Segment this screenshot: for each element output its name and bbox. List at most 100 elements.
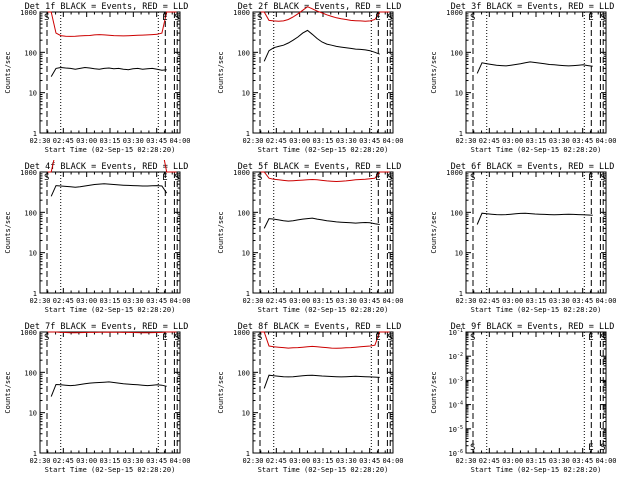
marker-label-e1-bottom: E <box>588 443 593 453</box>
x-tick-label: 02:30 <box>29 137 50 145</box>
y-tick-label: 100 <box>24 209 37 217</box>
y-tick-label: 10 <box>242 90 250 98</box>
x-tick-label: 04:00 <box>382 137 403 145</box>
x-tick-label: 03:00 <box>502 297 523 305</box>
x-tick-label: 02:45 <box>266 137 287 145</box>
chart-panel-det-5: Det 5f BLACK = Events, RED = LLD 1 10 100 10… <box>213 160 426 324</box>
marker-label-s1: S <box>470 13 475 23</box>
x-axis-label: Start Time (02-Sep-15 02:28:20) <box>45 466 176 474</box>
chart-panel-det-6: Det 6f BLACK = Events, RED = LLD 1 10 100 10… <box>426 160 639 324</box>
y-tick-label: 1000 <box>20 9 37 17</box>
marker-label-s2: S <box>387 333 392 343</box>
x-tick-label: 03:30 <box>549 137 570 145</box>
y-axis-label: Counts/sec <box>217 211 225 253</box>
x-tick-label: 03:30 <box>336 137 357 145</box>
marker-label-s1: S <box>44 13 49 23</box>
x-tick-label: 03:30 <box>549 297 570 305</box>
x-tick-label: 03:00 <box>76 297 97 305</box>
chart-svg: Det 7f BLACK = Events, RED = LLD 1 10 100 10… <box>4 322 191 474</box>
chart-panel-det-1: Det 1f BLACK = Events, RED = LLD 1 10 100 10… <box>0 0 213 164</box>
marker-label-e1: E <box>588 173 593 183</box>
y-tick-label: 10-5 <box>449 425 463 434</box>
x-tick-label: 03:00 <box>502 137 523 145</box>
marker-label-s2-bottom: S <box>600 443 605 453</box>
chart-title: Det 5f BLACK = Events, RED = LLD <box>238 162 402 172</box>
y-axis-label: Counts/sec <box>430 51 438 93</box>
y-tick-label: 1 <box>459 130 463 138</box>
marker-label-s1: S <box>257 333 262 343</box>
marker-label-s2: S <box>174 173 179 183</box>
series-line-lld <box>260 6 390 22</box>
x-tick-label: 03:15 <box>99 297 120 305</box>
marker-label-s1: S <box>44 173 49 183</box>
x-tick-label: 02:30 <box>455 137 476 145</box>
y-tick-exponent: -3 <box>457 376 463 382</box>
y-tick-label: 1 <box>246 450 250 458</box>
x-axis-label: Start Time (02-Sep-15 02:28:20) <box>45 306 176 314</box>
chart-svg: Det 6f BLACK = Events, RED = LLD 1 10 100 10… <box>430 162 617 314</box>
x-tick-label: 03:30 <box>123 297 144 305</box>
marker-label-s2: S <box>387 173 392 183</box>
y-tick-label: 10 <box>455 90 463 98</box>
y-tick-label: 1000 <box>446 169 463 177</box>
y-tick-label: 1 <box>246 290 250 298</box>
x-tick-label: 03:15 <box>312 137 333 145</box>
x-tick-label: 02:30 <box>455 297 476 305</box>
y-tick-label: 100 <box>237 209 250 217</box>
chart-svg: Det 1f BLACK = Events, RED = LLD 1 10 100 10… <box>4 2 191 154</box>
x-tick-label: 04:00 <box>382 457 403 465</box>
series-line-events <box>476 61 593 74</box>
x-tick-label: 02:30 <box>455 457 476 465</box>
marker-label-s2: S <box>600 333 605 343</box>
x-tick-label: 03:15 <box>312 457 333 465</box>
x-tick-label: 03:15 <box>525 457 546 465</box>
x-tick-label: 04:00 <box>595 137 616 145</box>
x-tick-label: 02:45 <box>53 297 74 305</box>
chart-svg: Det 3f BLACK = Events, RED = LLD 1 10 100 10… <box>430 2 617 154</box>
marker-label-e1: E <box>375 173 380 183</box>
y-tick-exponent: -2 <box>457 352 463 358</box>
series-line-events <box>263 29 380 62</box>
series-line-events <box>50 381 167 397</box>
y-tick-label: 1 <box>33 130 37 138</box>
marker-label-s2: S <box>600 173 605 183</box>
chart-svg: Det 4f BLACK = Events, RED = LLD 1 10 100 10… <box>4 146 191 314</box>
chart-svg: Det 5f BLACK = Events, RED = LLD 1 10 100 10… <box>217 162 404 314</box>
x-tick-label: 03:45 <box>146 457 167 465</box>
y-tick-exponent: -4 <box>457 401 463 407</box>
y-tick-label: 1000 <box>20 329 37 337</box>
x-tick-label: 04:00 <box>169 457 190 465</box>
x-tick-label: 03:15 <box>99 457 120 465</box>
x-tick-label: 04:00 <box>169 137 190 145</box>
chart-title: Det 4f BLACK = Events, RED = LLD <box>25 162 189 172</box>
chart-svg: Det 2f BLACK = Events, RED = LLD 1 10 100 10… <box>217 2 404 154</box>
y-tick-label: 100 <box>237 49 250 57</box>
x-tick-label: 03:30 <box>336 457 357 465</box>
y-tick-label: 10-4 <box>449 401 463 410</box>
series-line-events <box>263 374 380 389</box>
x-tick-label: 04:00 <box>169 297 190 305</box>
y-tick-label: 1 <box>246 130 250 138</box>
x-tick-label: 03:00 <box>76 137 97 145</box>
x-tick-label: 03:30 <box>336 297 357 305</box>
x-tick-label: 02:30 <box>242 137 263 145</box>
marker-label-s2: S <box>174 333 179 343</box>
x-tick-label: 04:00 <box>595 457 616 465</box>
y-tick-label: 1000 <box>233 329 250 337</box>
marker-label-e1: E <box>588 333 593 343</box>
x-tick-label: 03:45 <box>572 137 593 145</box>
marker-label-s1: S <box>470 173 475 183</box>
x-axis-label: Start Time (02-Sep-15 02:28:20) <box>258 466 389 474</box>
x-tick-label: 03:00 <box>289 137 310 145</box>
x-tick-label: 03:15 <box>525 137 546 145</box>
y-tick-label: 1000 <box>233 169 250 177</box>
y-tick-label: 1 <box>33 290 37 298</box>
x-tick-label: 03:30 <box>549 457 570 465</box>
y-tick-label: 100 <box>24 49 37 57</box>
x-axis-label: Start Time (02-Sep-15 02:28:20) <box>471 466 602 474</box>
y-tick-label: 1 <box>459 290 463 298</box>
x-tick-label: 03:00 <box>502 457 523 465</box>
y-axis-label: Counts/sec <box>430 371 438 413</box>
x-tick-label: 02:45 <box>479 297 500 305</box>
y-axis-label: Counts/sec <box>430 211 438 253</box>
